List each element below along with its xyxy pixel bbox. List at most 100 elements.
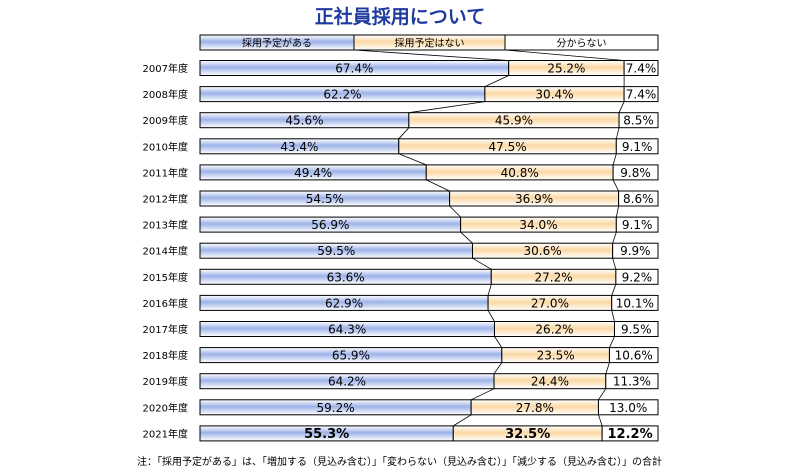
legend-swatch-3	[504, 34, 659, 51]
connector-line	[612, 153, 617, 166]
bar-segment-3	[615, 216, 659, 233]
data-label: 59.2%	[317, 401, 355, 415]
data-label: 67.4%	[335, 62, 373, 76]
bar-segment-3	[605, 373, 659, 390]
connector-line	[612, 231, 617, 244]
data-label: 56.9%	[311, 218, 349, 232]
data-label: 7.4%	[626, 88, 657, 102]
connector-line	[470, 388, 495, 401]
data-label: 30.6%	[524, 244, 562, 258]
data-label: 43.4%	[280, 140, 318, 154]
connector-line	[453, 414, 472, 427]
category-label: 2011年度	[143, 166, 188, 179]
connector-line	[426, 179, 450, 192]
connector-line	[487, 310, 495, 322]
data-label: 27.2%	[535, 270, 573, 284]
data-label: 64.3%	[328, 323, 366, 337]
bar-segment-3	[611, 294, 659, 311]
connector-line	[605, 362, 610, 374]
data-label: 24.4%	[531, 375, 569, 389]
connector-line	[353, 49, 509, 61]
data-label: 49.4%	[294, 166, 332, 180]
data-label: 34.0%	[519, 218, 557, 232]
bar-segment-3	[618, 112, 659, 129]
data-label: 59.5%	[317, 244, 355, 258]
connector-line	[598, 414, 603, 427]
data-label: 9.2%	[622, 270, 653, 284]
data-label: 9.9%	[620, 244, 651, 258]
data-label: 30.4%	[535, 88, 573, 102]
bar-segment-3	[623, 86, 659, 103]
bar-segment-3	[618, 190, 659, 207]
connector-line	[460, 231, 473, 244]
data-label: 40.8%	[501, 166, 539, 180]
data-label: 23.5%	[537, 349, 575, 363]
bar-segment-3	[615, 138, 659, 155]
data-label: 8.5%	[623, 114, 654, 128]
data-label: 32.5%	[505, 427, 550, 442]
bar-segment-3	[601, 425, 659, 442]
data-label: 55.3%	[304, 427, 349, 442]
connector-line	[611, 284, 617, 296]
chart-title: 正社員採用について	[314, 6, 486, 28]
category-label: 2017年度	[143, 323, 188, 336]
data-label: 36.9%	[515, 192, 553, 206]
connector-line	[493, 362, 503, 374]
bar-segment-3	[612, 242, 659, 259]
data-label: 11.3%	[613, 375, 651, 389]
category-label: 2012年度	[143, 193, 188, 206]
data-label: 9.1%	[622, 140, 653, 154]
data-label: 63.6%	[327, 270, 365, 284]
legend-label-2: 採用予定はない	[395, 37, 465, 50]
category-label: 2013年度	[143, 219, 188, 232]
data-label: 13.0%	[609, 401, 647, 415]
category-label: 2008年度	[143, 88, 188, 101]
data-label: 25.2%	[547, 62, 585, 76]
category-label: 2016年度	[143, 297, 188, 310]
data-label: 9.8%	[620, 166, 651, 180]
data-label: 65.9%	[332, 349, 370, 363]
data-label: 45.9%	[495, 114, 533, 128]
data-label: 10.1%	[616, 296, 654, 310]
connector-line	[494, 336, 503, 348]
bar-segment-3	[612, 164, 659, 181]
data-label: 64.2%	[328, 375, 366, 389]
category-label: 2019年度	[143, 375, 188, 388]
data-label: 12.2%	[608, 427, 653, 442]
category-label: 2010年度	[143, 140, 188, 153]
category-label: 2020年度	[143, 401, 188, 414]
data-label: 47.5%	[488, 140, 526, 154]
category-label: 2015年度	[143, 271, 188, 284]
connector-line	[611, 310, 615, 322]
bar-segment-3	[615, 268, 659, 285]
category-label: 2021年度	[143, 427, 188, 440]
connector-line	[598, 388, 607, 401]
data-label: 26.2%	[535, 323, 573, 337]
data-label: 54.5%	[306, 192, 344, 206]
connector-line	[612, 179, 619, 192]
category-label: 2007年度	[143, 62, 188, 75]
connector-line	[615, 205, 620, 218]
connector-line	[615, 127, 620, 139]
data-label: 27.0%	[531, 296, 569, 310]
bar-segment-3	[613, 321, 659, 337]
connector-line	[609, 336, 615, 348]
data-label: 9.1%	[622, 218, 653, 232]
connector-line	[612, 258, 617, 270]
connector-line	[484, 75, 509, 87]
legend-label-1: 採用予定がある	[242, 37, 312, 50]
bar-segment-3	[597, 399, 659, 416]
connector-line	[618, 101, 625, 113]
category-label: 2018年度	[143, 349, 188, 362]
connector-line	[398, 153, 427, 166]
bar-segment-3	[623, 60, 659, 76]
connector-line	[472, 257, 492, 270]
connector-line	[449, 205, 461, 218]
connector-line	[487, 284, 492, 296]
category-label: 2014年度	[143, 245, 188, 258]
connector-line	[408, 101, 485, 114]
data-label: 7.4%	[626, 62, 657, 76]
data-label: 62.2%	[323, 88, 361, 102]
legend-label-3: 分からない	[557, 38, 607, 50]
